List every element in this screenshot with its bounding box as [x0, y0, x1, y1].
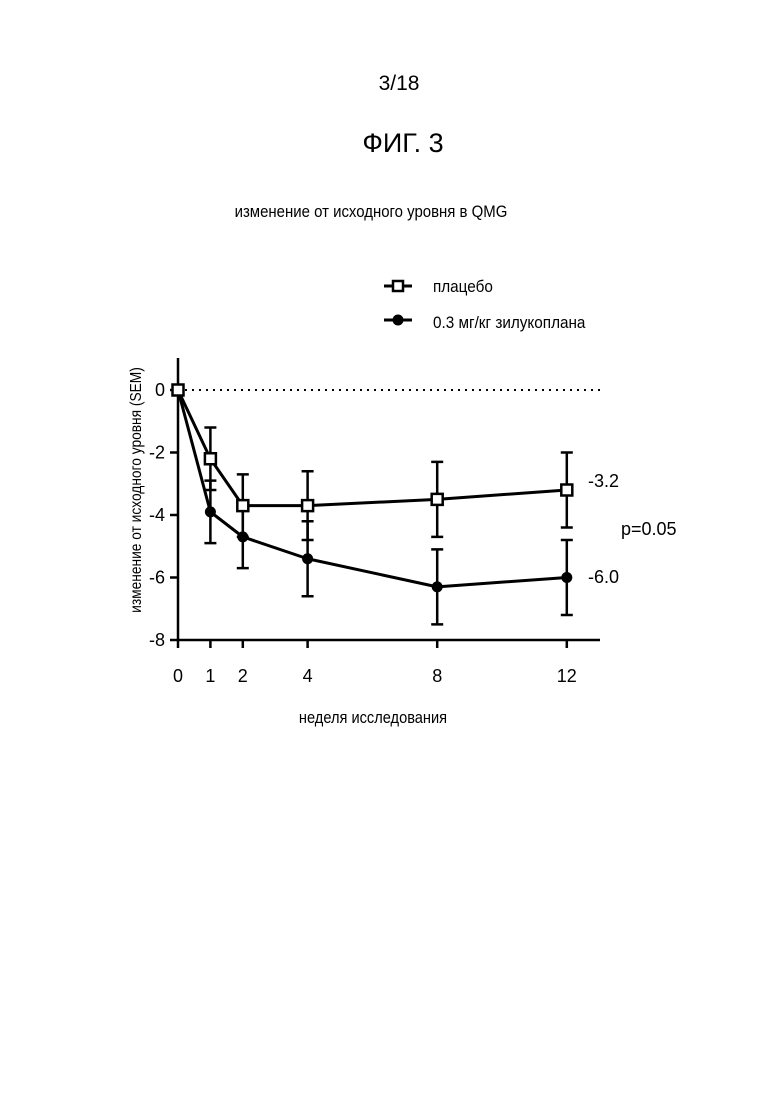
data-point-zilucoplan [432, 581, 443, 592]
x-tick-label: 12 [557, 666, 577, 686]
legend-label-zilucoplan: 0.3 мг/кг зилукоплана [433, 313, 585, 332]
data-point-zilucoplan [205, 506, 216, 517]
y-tick-label: -4 [149, 505, 165, 525]
data-point-zilucoplan [561, 572, 572, 583]
y-tick-label: -2 [149, 443, 165, 463]
data-point-placebo [561, 485, 572, 496]
annotation-placebo-final: -3.2 [588, 471, 619, 491]
series-line-zilucoplan [178, 390, 567, 587]
legend-label-placebo: плацебо [433, 277, 493, 296]
data-point-placebo [432, 494, 443, 505]
data-point-placebo [173, 385, 184, 396]
x-tick-label: 2 [238, 666, 248, 686]
series-placebo [173, 385, 573, 541]
x-axis-label: неделя исследования [299, 709, 447, 727]
data-point-placebo [302, 500, 313, 511]
legend-item-placebo: плацебо [384, 277, 493, 296]
y-tick-label: 0 [155, 380, 165, 400]
legend-marker-placebo [393, 281, 403, 291]
y-axis-label: изменение от исходного уровня (SEM) [127, 367, 145, 613]
legend-marker-zilucoplan [393, 315, 404, 326]
y-tick-label: -8 [149, 630, 165, 650]
x-ticks: 0124812 [173, 640, 577, 686]
x-tick-label: 4 [303, 666, 313, 686]
data-point-zilucoplan [302, 553, 313, 564]
legend: плацебо 0.3 мг/кг зилукоплана [384, 277, 585, 332]
data-point-placebo [237, 500, 248, 511]
data-point-placebo [205, 453, 216, 464]
y-tick-label: -6 [149, 568, 165, 588]
x-tick-label: 1 [205, 666, 215, 686]
x-tick-label: 0 [173, 666, 183, 686]
x-tick-label: 8 [432, 666, 442, 686]
annotation-zilucoplan-final: -6.0 [588, 567, 619, 587]
series-zilucoplan [173, 385, 573, 625]
legend-item-zilucoplan: 0.3 мг/кг зилукоплана [384, 313, 585, 332]
annotation-p-value: p=0.05 [621, 519, 677, 539]
series-line-placebo [178, 390, 567, 506]
series-layer [173, 385, 573, 625]
y-ticks: 0 -2 -4 -6 -8 [149, 380, 178, 650]
